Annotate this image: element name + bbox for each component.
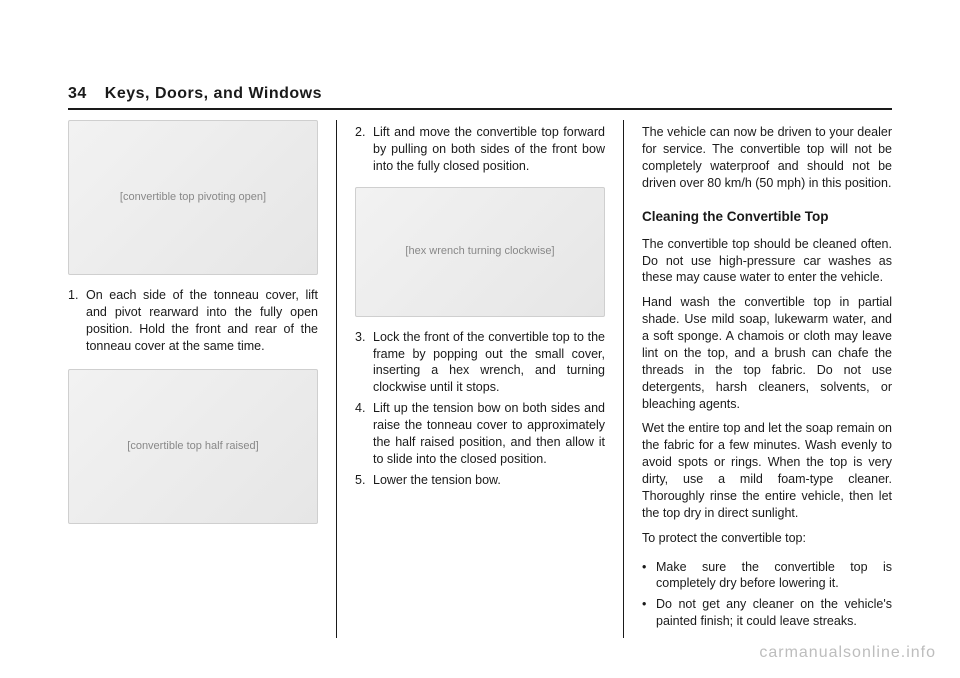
section-title: Keys, Doors, and Windows	[105, 85, 322, 103]
step-number: 2.	[355, 124, 365, 141]
manual-page: 34 Keys, Doors, and Windows [convertible…	[0, 0, 960, 678]
paragraph: The convertible top should be cleaned of…	[642, 236, 892, 287]
watermark: carmanualsonline.info	[759, 644, 936, 662]
paragraph: The vehicle can now be driven to your de…	[642, 124, 892, 192]
illustration-alt: [convertible top half raised]	[127, 439, 258, 454]
step-text: Lift up the tension bow on both sides an…	[373, 401, 605, 466]
step-number: 3.	[355, 329, 365, 346]
step-list: 1. On each side of the tonneau cover, li…	[68, 283, 318, 359]
column-separator	[336, 120, 337, 638]
page-number: 34	[68, 85, 87, 103]
paragraph: Wet the entire top and let the soap rema…	[642, 420, 892, 521]
bullet-list: Make sure the convertible top is complet…	[642, 555, 892, 635]
step-3: 3. Lock the front of the convertible top…	[355, 329, 605, 397]
illustration-alt: [convertible top pivoting open]	[120, 190, 266, 205]
step-text: Lock the front of the convertible top to…	[373, 330, 605, 395]
illustration-hex-wrench: [hex wrench turning clockwise]	[355, 187, 605, 317]
step-text: Lift and move the convertible top forwar…	[373, 125, 605, 173]
paragraph: Hand wash the convertible top in partial…	[642, 294, 892, 412]
illustration-top-pivot: [convertible top pivoting open]	[68, 120, 318, 275]
step-text: Lower the tension bow.	[373, 473, 501, 487]
illustration-alt: [hex wrench turning clockwise]	[405, 244, 554, 259]
bullet-item: Do not get any cleaner on the vehicle's …	[642, 596, 892, 630]
bullet-item: Make sure the convertible top is complet…	[642, 559, 892, 593]
column-1: [convertible top pivoting open] 1. On ea…	[68, 120, 318, 638]
column-separator	[623, 120, 624, 638]
step-number: 4.	[355, 400, 365, 417]
step-number: 1.	[68, 287, 78, 304]
step-1: 1. On each side of the tonneau cover, li…	[68, 287, 318, 355]
illustration-top-raised: [convertible top half raised]	[68, 369, 318, 524]
column-2: 2. Lift and move the convertible top for…	[355, 120, 605, 638]
page-header: 34 Keys, Doors, and Windows	[68, 80, 892, 110]
subheading-cleaning: Cleaning the Convertible Top	[642, 208, 892, 226]
step-2: 2. Lift and move the convertible top for…	[355, 124, 605, 175]
step-list: 3. Lock the front of the convertible top…	[355, 325, 605, 493]
column-3: The vehicle can now be driven to your de…	[642, 120, 892, 638]
columns-container: [convertible top pivoting open] 1. On ea…	[68, 120, 892, 638]
paragraph: To protect the convertible top:	[642, 530, 892, 547]
step-text: On each side of the tonneau cover, lift …	[86, 288, 318, 353]
step-list: 2. Lift and move the convertible top for…	[355, 120, 605, 179]
step-4: 4. Lift up the tension bow on both sides…	[355, 400, 605, 468]
step-5: 5. Lower the tension bow.	[355, 472, 605, 489]
step-number: 5.	[355, 472, 365, 489]
